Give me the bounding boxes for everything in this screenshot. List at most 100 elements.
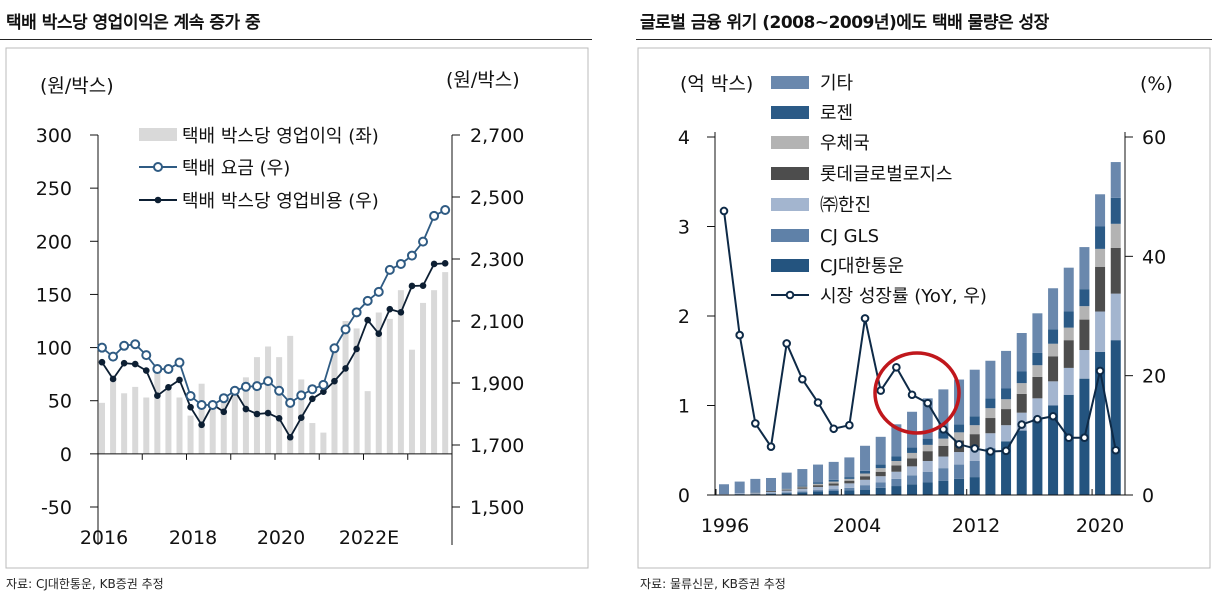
growth-marker xyxy=(751,419,760,428)
volume-bar-segment xyxy=(1048,356,1059,382)
volume-bar-segment xyxy=(1110,247,1121,294)
volume-bar-segment xyxy=(907,466,918,476)
legend-swatch xyxy=(771,76,809,89)
volume-bar-segment xyxy=(922,460,933,472)
x-tick-label: 2012 xyxy=(952,515,1000,537)
volume-bar-segment xyxy=(1001,388,1012,400)
volume-bar-segment xyxy=(875,464,886,469)
cost-marker xyxy=(353,345,360,353)
volume-bar-segment xyxy=(1079,289,1090,307)
cost-marker xyxy=(142,367,150,374)
volume-bar-segment xyxy=(1016,383,1027,394)
legend-label-profit: 택배 박스당 영업이익 (좌) xyxy=(182,126,379,147)
volume-bar-segment xyxy=(1110,197,1121,224)
volume-bar-segment xyxy=(1063,367,1074,395)
profit-bar xyxy=(242,377,249,454)
profit-bar xyxy=(209,406,216,454)
cost-marker xyxy=(154,392,161,400)
volume-bar-segment xyxy=(969,460,980,478)
volume-bar-segment xyxy=(844,480,855,484)
volume-bar-segment xyxy=(907,447,918,453)
price-marker xyxy=(318,379,329,390)
growth-marker xyxy=(845,420,854,430)
volume-bar-segment xyxy=(860,445,871,471)
left-tick-label: 3 xyxy=(678,217,690,239)
volume-bar-segment xyxy=(985,433,996,449)
highlight-circle xyxy=(873,351,961,435)
growth-marker xyxy=(907,390,917,400)
price-marker xyxy=(152,364,163,375)
legend-label-cost: 택배 박스당 영업비용 (우) xyxy=(182,191,379,212)
volume-bar-segment xyxy=(891,486,902,495)
cost-marker xyxy=(187,403,194,411)
cost-marker xyxy=(109,375,117,383)
volume-bar-segment xyxy=(734,493,745,495)
x-tick-label: 2004 xyxy=(833,515,881,537)
volume-bar-segment xyxy=(1032,313,1043,353)
price-marker xyxy=(384,264,395,275)
left-tick-label: 1 xyxy=(678,396,690,418)
legend-label: ㈜한진 xyxy=(820,195,871,216)
right-tick-label: 2,100 xyxy=(470,311,524,333)
price-marker xyxy=(141,350,152,361)
volume-bar-segment xyxy=(1016,393,1027,413)
price-marker xyxy=(429,210,440,221)
profit-bar xyxy=(331,349,338,454)
left-tick-label: 300 xyxy=(36,125,72,147)
volume-bar-segment xyxy=(766,491,777,494)
volume-bar-segment xyxy=(813,485,824,487)
right-axis-unit: (원/박스) xyxy=(446,69,520,91)
volume-bar-segment xyxy=(938,389,949,432)
volume-bar-segment xyxy=(969,477,980,495)
volume-bar-segment xyxy=(1032,365,1043,377)
legend-swatch xyxy=(771,229,809,242)
volume-bar-segment xyxy=(797,488,808,492)
x-tick-label: 2020 xyxy=(1076,515,1124,537)
volume-bar-segment xyxy=(985,360,996,399)
profit-bar xyxy=(265,346,272,454)
profit-bar xyxy=(386,318,393,454)
legend-label: CJ대한통운 xyxy=(820,256,904,277)
cost-marker xyxy=(309,395,316,403)
left-tick-label: 50 xyxy=(48,391,72,413)
cost-marker xyxy=(320,388,327,395)
volume-bar-segment xyxy=(1001,399,1012,410)
volume-bar-segment xyxy=(875,482,886,488)
legend-swatch xyxy=(771,136,809,149)
volume-bar-segment xyxy=(1016,371,1027,384)
volume-bar-segment xyxy=(1095,351,1106,495)
right-chart-title: 글로벌 금융 위기 (2008~2009년)에도 택배 물량은 성장 xyxy=(640,13,1049,33)
volume-bar-segment xyxy=(907,475,918,485)
volume-bar-segment xyxy=(1032,398,1043,419)
volume-bar-segment xyxy=(828,490,839,495)
volume-bar-segment xyxy=(797,485,808,487)
left-tick-label: 100 xyxy=(36,338,72,360)
legend-swatch xyxy=(771,167,809,180)
cost-marker xyxy=(220,408,228,416)
volume-bar-segment xyxy=(922,471,933,483)
volume-bar-segment xyxy=(797,486,808,488)
legend-swatch-profit xyxy=(139,128,177,141)
right-tick-label: 60 xyxy=(1142,127,1166,149)
volume-bar-segment xyxy=(938,445,949,457)
growth-marker xyxy=(1080,433,1089,443)
volume-bar-segment xyxy=(860,485,871,490)
legend-swatch xyxy=(771,259,809,272)
volume-bar-segment xyxy=(1048,288,1059,330)
volume-bar-segment xyxy=(1001,350,1012,389)
profit-bar xyxy=(309,423,316,454)
legend-label: CJ GLS xyxy=(820,226,879,247)
volume-bar-segment xyxy=(766,490,777,492)
left-tick-label: 4 xyxy=(678,127,690,149)
cost-marker xyxy=(375,330,383,338)
volume-bar-segment xyxy=(1048,343,1059,357)
legend-label: 우체국 xyxy=(820,133,870,154)
volume-bar-segment xyxy=(1032,376,1043,399)
volume-bar-segment xyxy=(797,492,808,495)
profit-bar xyxy=(220,397,227,454)
x-tick-label: 2020 xyxy=(257,527,305,549)
volume-bar-segment xyxy=(969,369,980,417)
cost-marker xyxy=(364,316,371,324)
volume-bar-segment xyxy=(813,491,824,495)
growth-marker xyxy=(860,314,870,323)
